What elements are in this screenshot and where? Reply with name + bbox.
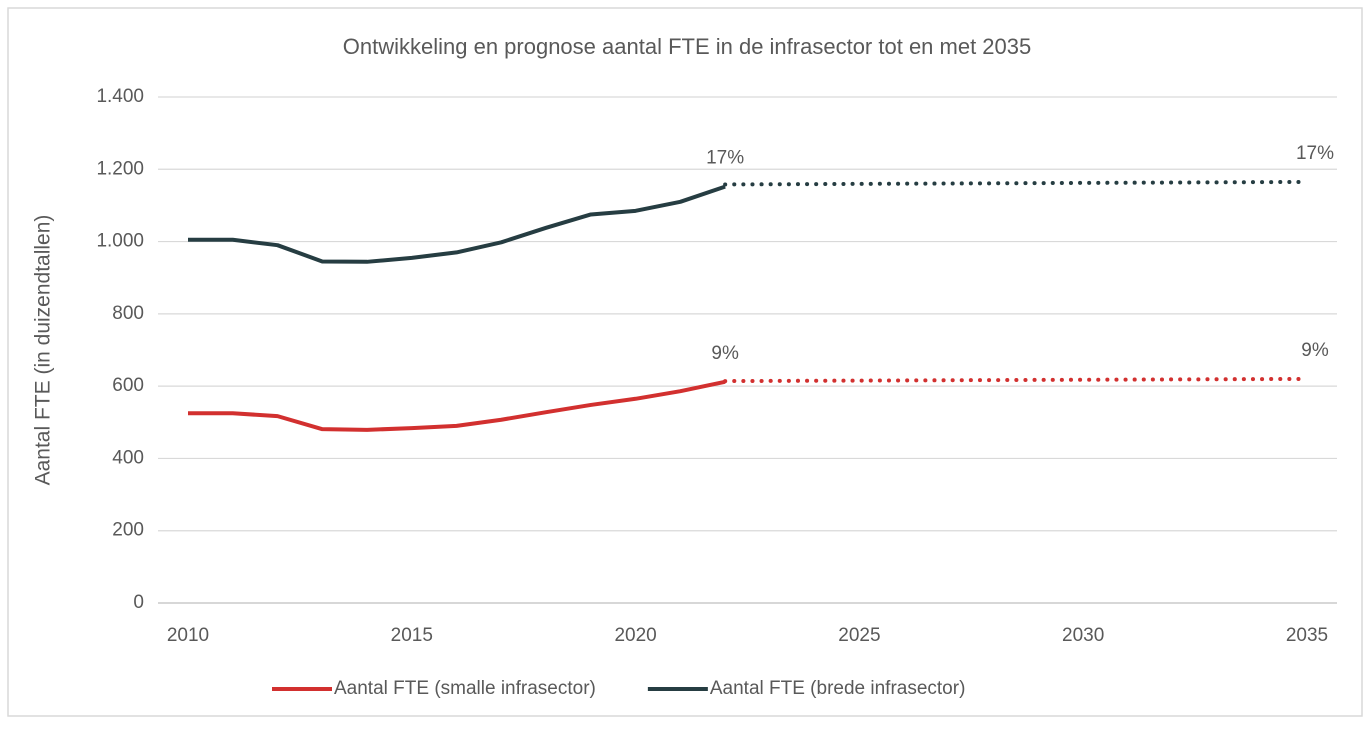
y-tick-label: 1.400	[96, 86, 144, 107]
y-tick-label: 1.000	[96, 231, 144, 252]
chart-border	[7, 7, 1363, 717]
y-tick-label: 800	[112, 303, 144, 324]
forecast-line	[723, 179, 1309, 187]
x-tick-label: 2015	[391, 625, 433, 646]
legend-label: Aantal FTE (brede infrasector)	[710, 678, 966, 699]
forecast-line	[723, 376, 1309, 384]
y-tick-label: 400	[112, 447, 144, 468]
x-tick-label: 2010	[167, 625, 209, 646]
legend-label: Aantal FTE (smalle infrasector)	[334, 678, 596, 699]
y-tick-label: 1.200	[96, 158, 144, 179]
x-tick-label: 2020	[614, 625, 656, 646]
end-label: 17%	[706, 148, 744, 169]
y-axis-label: Aantal FTE (in duizendtallen)	[32, 215, 55, 486]
x-tick-label: 2030	[1062, 625, 1104, 646]
series-line	[188, 379, 726, 432]
x-tick-label: 2035	[1286, 625, 1328, 646]
end-label: 9%	[1301, 340, 1329, 361]
y-tick-label: 0	[133, 592, 144, 613]
x-tick-label: 2025	[838, 625, 880, 646]
end-label: 9%	[711, 343, 739, 364]
y-tick-label: 200	[112, 520, 144, 541]
y-tick-label: 600	[112, 375, 144, 396]
series-line	[188, 184, 726, 264]
end-label: 17%	[1296, 143, 1334, 164]
chart-title: Ontwikkeling en prognose aantal FTE in d…	[343, 34, 1032, 59]
